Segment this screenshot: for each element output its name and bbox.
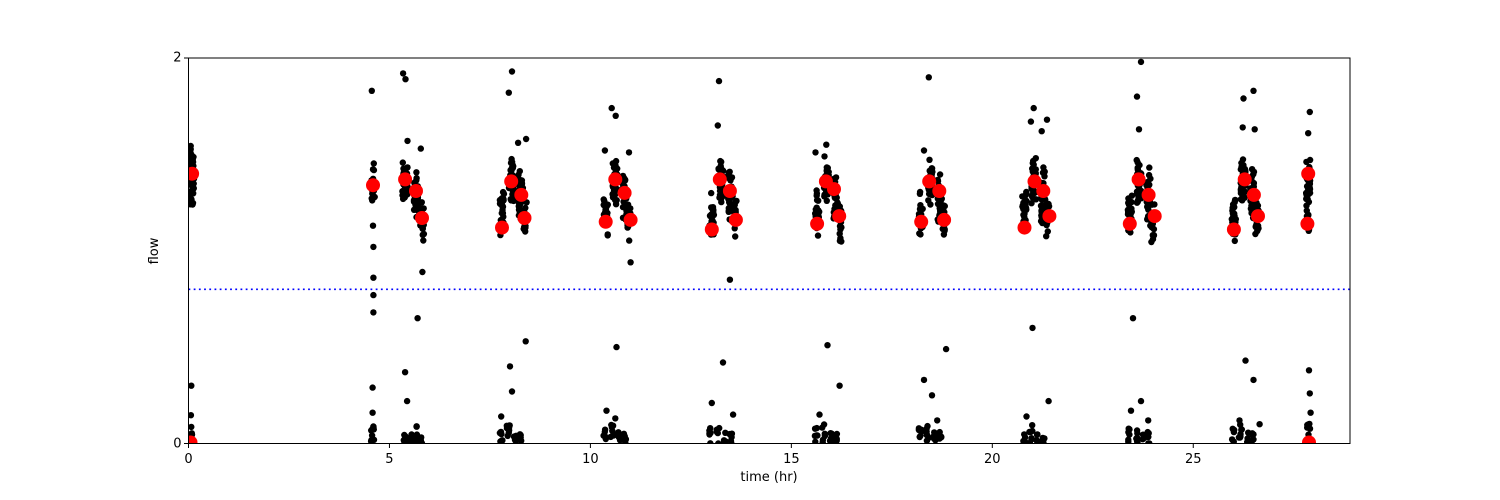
x-axis-label: time (hr)	[740, 470, 798, 485]
x-tick-label: 5	[385, 452, 394, 467]
plot-region	[188, 58, 1350, 444]
x-tick-label: 15	[783, 452, 800, 467]
y-axis-label: flow	[147, 237, 162, 265]
cluster-centers-series	[188, 166, 1316, 444]
x-tick-label: 20	[984, 452, 1001, 467]
raw-samples-series	[188, 58, 1314, 444]
axes-spines	[188, 57, 1351, 444]
x-tick-label: 10	[582, 452, 599, 467]
x-tick-label: 25	[1184, 452, 1202, 467]
y-tick-label: 0	[173, 436, 182, 451]
y-tick-label: 2	[173, 50, 182, 66]
tick-marks	[184, 57, 1194, 448]
x-tick-label: 0	[184, 452, 193, 467]
